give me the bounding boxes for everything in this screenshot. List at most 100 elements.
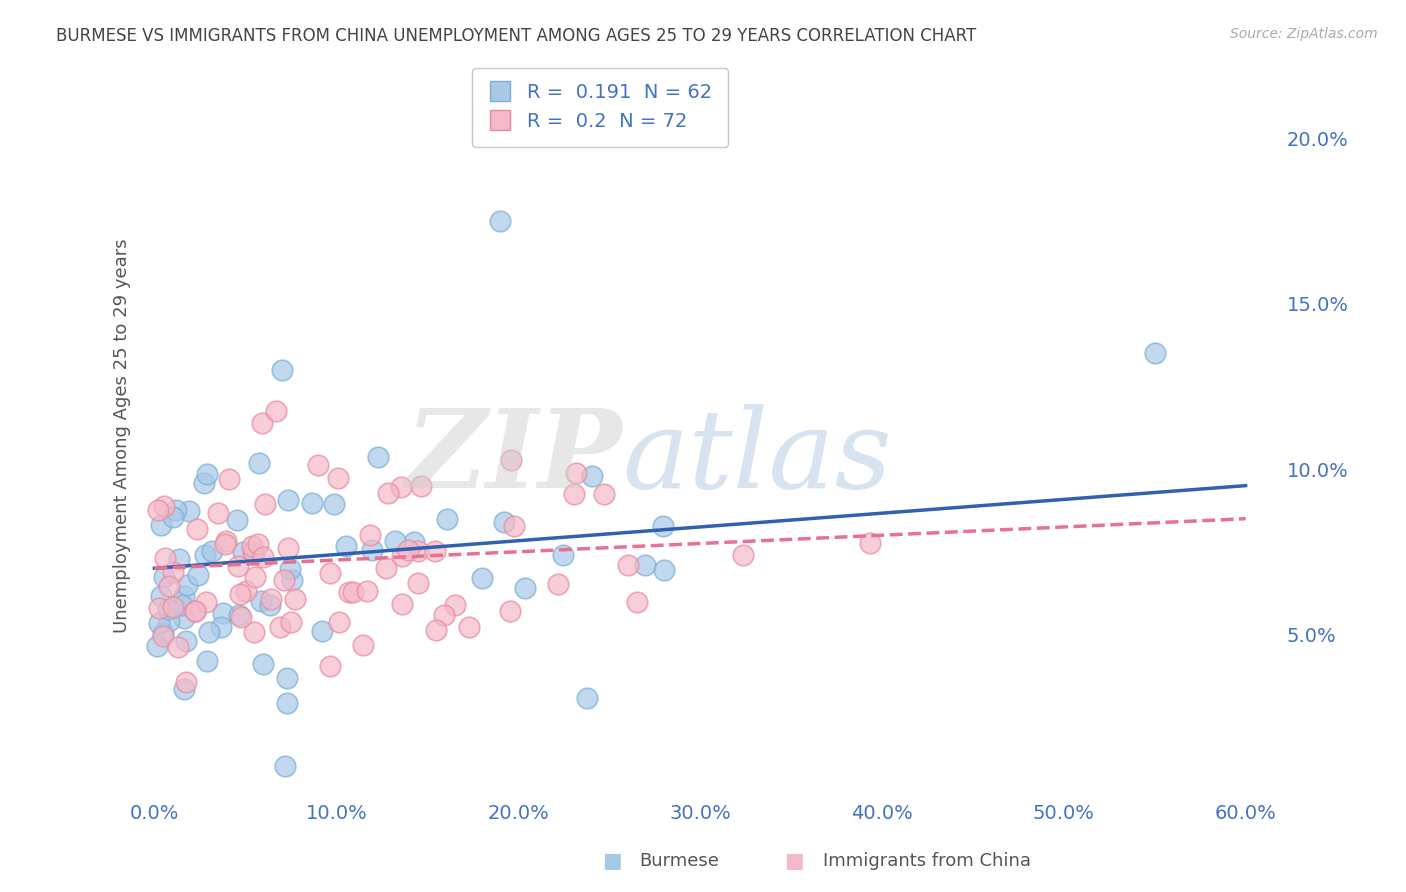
- Point: [253, 497, 276, 511]
- Point: [155, 551, 177, 566]
- Point: [162, 599, 184, 614]
- Point: [184, 603, 207, 617]
- Point: [243, 547, 266, 561]
- Point: [328, 615, 350, 630]
- Point: [167, 552, 190, 566]
- Point: [425, 623, 447, 637]
- Point: [235, 583, 257, 598]
- Point: [280, 561, 302, 575]
- Point: [433, 607, 456, 622]
- Point: [207, 506, 229, 520]
- Point: [634, 558, 657, 573]
- Point: [162, 509, 184, 524]
- Point: [157, 615, 180, 629]
- Point: [423, 544, 446, 558]
- Point: [148, 600, 170, 615]
- Point: [359, 528, 381, 542]
- Y-axis label: Unemployment Among Ages 25 to 29 years: Unemployment Among Ages 25 to 29 years: [114, 239, 131, 633]
- Point: [276, 696, 298, 710]
- Point: [489, 214, 512, 228]
- Point: [367, 450, 389, 464]
- Point: [153, 499, 176, 513]
- Point: [396, 542, 419, 557]
- Point: [458, 620, 481, 634]
- Point: [409, 478, 432, 492]
- Point: [194, 548, 217, 562]
- Point: [651, 519, 673, 533]
- Point: [187, 567, 209, 582]
- Point: [342, 584, 364, 599]
- Point: [150, 589, 173, 603]
- Point: [170, 598, 193, 612]
- Point: [179, 504, 201, 518]
- Point: [195, 654, 218, 668]
- Point: [391, 597, 413, 611]
- Point: [148, 615, 170, 630]
- Point: [652, 563, 675, 577]
- Legend: R =  0.191  N = 62, R =  0.2  N = 72: R = 0.191 N = 62, R = 0.2 N = 72: [472, 68, 727, 146]
- Text: ■: ■: [602, 851, 621, 871]
- Point: [195, 467, 218, 481]
- Point: [444, 598, 467, 612]
- Point: [503, 518, 526, 533]
- Point: [564, 487, 586, 501]
- Point: [1143, 346, 1166, 360]
- Point: [259, 598, 281, 612]
- Text: ■: ■: [785, 851, 804, 871]
- Point: [551, 548, 574, 562]
- Point: [339, 585, 361, 599]
- Point: [243, 625, 266, 640]
- Point: [249, 457, 271, 471]
- Point: [492, 515, 515, 529]
- Point: [319, 659, 342, 673]
- Point: [515, 582, 537, 596]
- Point: [404, 534, 426, 549]
- Point: [328, 471, 350, 485]
- Point: [565, 466, 588, 480]
- Point: [184, 604, 207, 618]
- Point: [214, 536, 236, 550]
- Point: [259, 591, 281, 606]
- Point: [162, 566, 184, 580]
- Text: BURMESE VS IMMIGRANTS FROM CHINA UNEMPLOYMENT AMONG AGES 25 TO 29 YEARS CORRELAT: BURMESE VS IMMIGRANTS FROM CHINA UNEMPLO…: [56, 27, 977, 45]
- Point: [226, 559, 249, 574]
- Point: [264, 404, 287, 418]
- Point: [197, 624, 219, 639]
- Point: [308, 458, 330, 472]
- Point: [360, 543, 382, 558]
- Point: [593, 486, 616, 500]
- Point: [146, 503, 169, 517]
- Point: [176, 578, 198, 592]
- Point: [240, 539, 263, 553]
- Point: [153, 570, 176, 584]
- Point: [228, 608, 250, 623]
- Point: [859, 536, 882, 550]
- Point: [165, 503, 187, 517]
- Point: [247, 537, 270, 551]
- Point: [318, 566, 340, 581]
- Point: [215, 533, 238, 548]
- Point: [167, 640, 190, 654]
- Point: [146, 639, 169, 653]
- Point: [232, 545, 254, 559]
- Point: [576, 690, 599, 705]
- Point: [173, 610, 195, 624]
- Point: [218, 472, 240, 486]
- Point: [174, 633, 197, 648]
- Point: [284, 592, 307, 607]
- Point: [375, 560, 398, 574]
- Point: [245, 570, 267, 584]
- Point: [617, 558, 640, 572]
- Point: [273, 574, 295, 588]
- Point: [152, 629, 174, 643]
- Point: [301, 496, 323, 510]
- Point: [252, 657, 274, 671]
- Point: [152, 626, 174, 640]
- Point: [581, 469, 603, 483]
- Point: [211, 607, 233, 621]
- Point: [173, 589, 195, 603]
- Point: [406, 544, 429, 558]
- Point: [194, 595, 217, 609]
- Point: [356, 583, 378, 598]
- Point: [626, 595, 648, 609]
